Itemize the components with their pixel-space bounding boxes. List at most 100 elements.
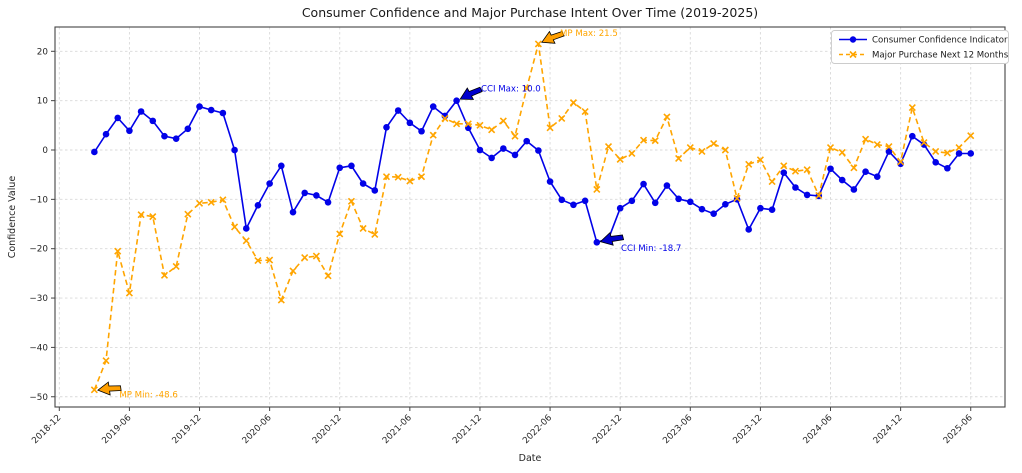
mp-point-marker: [651, 137, 659, 145]
cci-point-marker: [558, 196, 566, 204]
cci-point-marker: [722, 200, 729, 208]
mp-point-marker: [756, 156, 764, 164]
mp-point-marker: [359, 224, 367, 233]
cci-point-marker: [628, 197, 636, 205]
cci-point-marker: [955, 150, 963, 157]
cci-point-marker: [429, 103, 437, 110]
mp-series: [90, 40, 975, 394]
mp-point-marker: [347, 197, 355, 205]
mp-point-marker: [499, 117, 507, 125]
mp-point-marker: [815, 191, 823, 199]
mp-point-marker: [195, 199, 204, 207]
cci-point-marker: [488, 154, 495, 162]
mp-point-marker: [826, 143, 835, 152]
legend-item-cci: Consumer Confidence Indicator: [839, 36, 1008, 46]
cci-point-marker: [967, 150, 975, 157]
cci-point-marker: [219, 109, 227, 117]
legend-label: Major Purchase Next 12 Months: [872, 51, 1009, 61]
cci-point-marker: [757, 204, 764, 212]
mp-point-marker: [639, 136, 648, 144]
mp-point-marker: [721, 146, 729, 154]
legend-label: Consumer Confidence Indicator: [872, 36, 1008, 46]
mp-point-marker: [125, 289, 133, 297]
cci-point-marker: [289, 208, 297, 216]
legend-circle-marker-icon: [849, 36, 857, 43]
mp-point-marker: [231, 223, 239, 231]
cci-point-marker: [266, 180, 273, 187]
legend-box: [831, 30, 1009, 64]
cci-point-marker: [278, 162, 285, 170]
cci-max-label: CCI Max: 10.0: [481, 84, 541, 94]
cci-line: [93, 99, 971, 244]
mp-point-marker: [184, 210, 192, 218]
cci-point-marker: [196, 103, 203, 110]
y-tick-label: −10: [29, 195, 48, 205]
y-tick-label: 0: [42, 146, 48, 156]
cci-point-marker: [838, 176, 846, 184]
cci-point-marker: [850, 186, 858, 193]
mp-point-marker: [172, 262, 180, 271]
chart-title: Consumer Confidence and Major Purchase I…: [302, 5, 758, 20]
cci-point-marker: [313, 192, 320, 199]
mp-point-marker: [908, 103, 916, 112]
cci-point-marker: [207, 106, 215, 114]
mp-point-marker: [441, 114, 449, 122]
cci-point-marker: [184, 125, 192, 133]
cci-point-marker: [523, 137, 530, 145]
legend-x-marker-icon: [849, 50, 857, 59]
legend: Consumer Confidence Indicator Major Purch…: [831, 30, 1009, 64]
y-tick-label: −30: [29, 294, 48, 304]
cci-point-marker: [710, 210, 717, 217]
mp-point-marker: [406, 177, 414, 185]
cci-point-marker: [897, 160, 904, 168]
cci-point-marker: [698, 205, 706, 213]
mp-point-marker: [137, 211, 145, 219]
mp-point-marker: [534, 40, 542, 48]
cci-point-marker: [500, 145, 507, 152]
y-axis-label: Confidence Value: [7, 176, 18, 259]
cci-point-marker: [651, 199, 659, 207]
mp-point-marker: [114, 247, 122, 255]
cci-point-marker: [686, 198, 694, 206]
x-axis-label: Date: [519, 453, 542, 464]
cci-point-marker: [336, 164, 344, 172]
cci-point-marker: [476, 146, 484, 154]
mp-point-marker: [511, 132, 519, 140]
mp-point-marker: [394, 173, 402, 181]
annotation-mp-max: MP Max: 21.5: [541, 29, 618, 44]
mp-point-marker: [768, 178, 776, 186]
cci-point-marker: [745, 226, 753, 233]
mp-min-label: MP Min: -48.6: [119, 391, 177, 401]
y-tick-label: −20: [29, 245, 48, 255]
mp-point-marker: [569, 99, 578, 107]
annotation-cci-max: CCI Max: 10.0: [459, 84, 541, 100]
cci-point-marker: [792, 184, 799, 191]
mp-point-marker: [219, 196, 227, 204]
mp-max-label: MP Max: 21.5: [560, 29, 618, 39]
mp-point-marker: [277, 296, 285, 304]
mp-point-marker: [289, 267, 297, 275]
mp-point-marker: [254, 256, 262, 265]
mp-point-marker: [885, 142, 893, 151]
mp-point-marker: [920, 139, 928, 147]
cci-point-marker: [242, 225, 250, 232]
axis-ticks: [51, 50, 972, 411]
cci-point-marker: [418, 127, 425, 135]
cci-point-marker: [126, 127, 133, 135]
mp-point-marker: [838, 148, 846, 157]
cci-point-marker: [231, 146, 238, 154]
mp-point-marker: [523, 84, 531, 92]
mp-point-marker: [453, 120, 461, 128]
cci-point-marker: [944, 164, 951, 172]
cci-point-marker: [383, 123, 390, 131]
mp-point-marker: [943, 149, 951, 157]
cci-point-marker: [873, 173, 881, 180]
mp-point-marker: [780, 162, 788, 170]
cci-point-marker: [371, 187, 379, 194]
mp-point-marker: [616, 155, 624, 163]
mp-point-marker: [745, 160, 753, 168]
mp-point-marker: [698, 147, 706, 156]
cci-point-marker: [102, 130, 110, 138]
